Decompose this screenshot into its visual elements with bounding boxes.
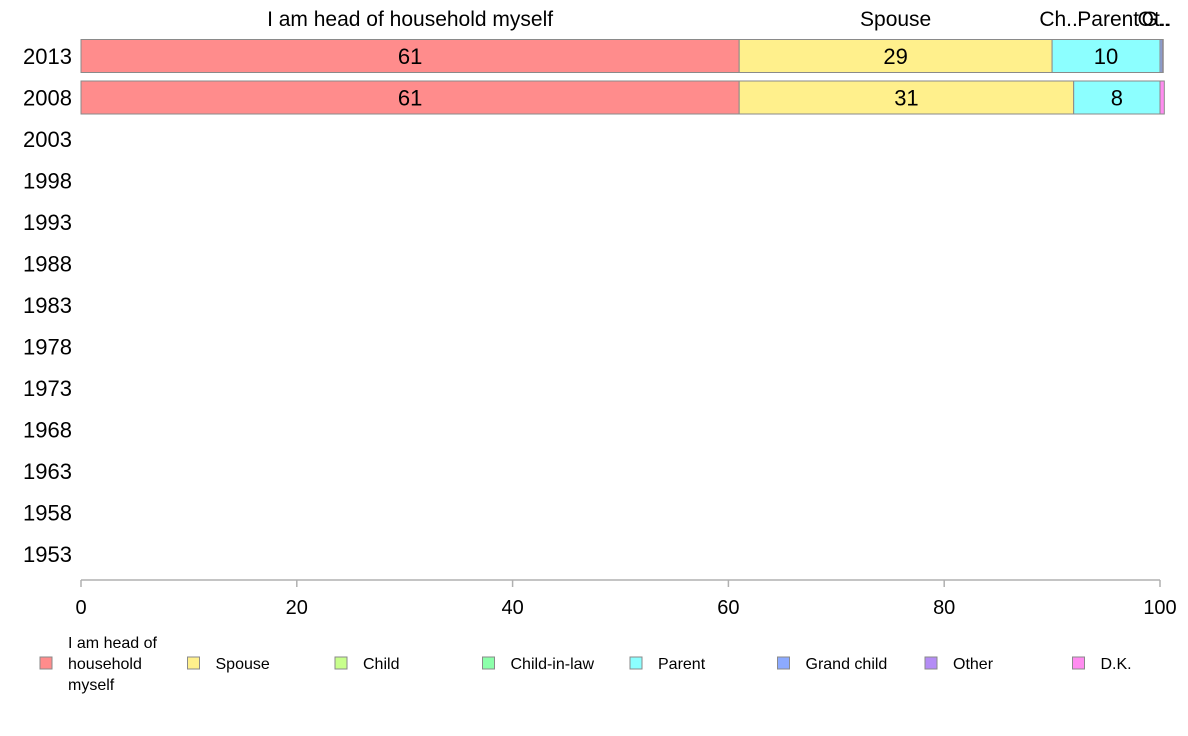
legend-swatch-5: [777, 656, 790, 670]
legend-label-5-0: Grand child: [806, 656, 888, 673]
bar-segment-2013-1: [738, 39, 1053, 73]
top-label-3: Parent: [1077, 8, 1139, 31]
year-label-1968: 1968: [23, 418, 72, 443]
top-label-5: G..: [1142, 8, 1170, 31]
year-label-1978: 1978: [23, 335, 72, 360]
bar-segment-2008-0: [80, 80, 740, 115]
legend-swatch-6: [924, 656, 938, 670]
year-axis-labels: 2013 2008 2003 1998 1993 1988 1983 1978 1973 1968…: [23, 44, 72, 567]
legend-label-1-0: Spouse: [216, 656, 270, 673]
legend-swatch-0: [39, 656, 53, 670]
year-label-2013: 2013: [23, 44, 72, 69]
year-label-1953: 1953: [23, 542, 72, 567]
legend-swatch-2: [334, 656, 348, 670]
legend-swatch-3: [482, 656, 495, 670]
legend-label-2-0: Child: [363, 656, 399, 673]
year-label-1983: 1983: [23, 293, 72, 318]
year-label-1973: 1973: [23, 376, 72, 401]
year-label-1963: 1963: [23, 459, 72, 484]
bar-value-label-2008-1: 31: [894, 86, 918, 111]
bar-segment-2008-1: [738, 80, 1075, 115]
legend-label-4-0: Parent: [658, 656, 706, 673]
legend-label-3-0: Child-in-law: [511, 656, 595, 673]
bar-value-label-2013-0: 61: [398, 44, 422, 69]
bar-value-label-2013-4: 10: [1094, 44, 1118, 69]
year-label-2008: 2008: [23, 86, 72, 111]
x-tick-label-40: 40: [501, 597, 523, 619]
bar-segment-2008-7: [1159, 80, 1165, 115]
top-label-1: Spouse: [860, 8, 931, 31]
x-tick-label-80: 80: [933, 597, 955, 619]
bar-segment-2008-4: [1073, 80, 1161, 115]
legend-label-7-0: D.K.: [1101, 656, 1132, 673]
bar-value-label-2008-0: 61: [398, 86, 422, 111]
legend: I am head of household myself Spouse Child Ch…: [39, 635, 1132, 694]
legend-swatch-4: [629, 656, 643, 670]
bar-value-label-2013-1: 29: [883, 44, 907, 69]
legend-swatch-1: [187, 656, 200, 670]
legend-label-0-0: I am head of: [68, 635, 158, 652]
year-label-1958: 1958: [23, 501, 72, 526]
year-label-1993: 1993: [23, 210, 72, 235]
top-label-0: I am head of household myself: [267, 8, 553, 31]
legend-label-6-0: Other: [953, 656, 994, 673]
year-label-1988: 1988: [23, 252, 72, 277]
year-label-1998: 1998: [23, 169, 72, 194]
bar-value-label-2008-4: 8: [1111, 86, 1123, 111]
bar-segment-2013-6: [1161, 39, 1164, 73]
bar-area: 61 29 10 61 31 8: [80, 39, 1165, 115]
x-tick-label-20: 20: [286, 597, 308, 619]
top-label-2: Ch..: [1039, 8, 1078, 31]
x-axis: 0 20 40 60 80 100: [75, 579, 1177, 619]
legend-label-0-1: household: [68, 656, 142, 673]
legend-swatch-7: [1072, 656, 1085, 670]
year-label-2003: 2003: [23, 127, 72, 152]
x-tick-label-100: 100: [1143, 597, 1176, 619]
x-tick-label-60: 60: [717, 597, 739, 619]
x-tick-label-0: 0: [75, 597, 86, 619]
legend-label-0-2: myself: [68, 677, 115, 694]
top-category-labels: I am head of household myself Spouse Ch.. P…: [267, 8, 1171, 31]
top-label-4: Ot..: [1138, 8, 1172, 31]
